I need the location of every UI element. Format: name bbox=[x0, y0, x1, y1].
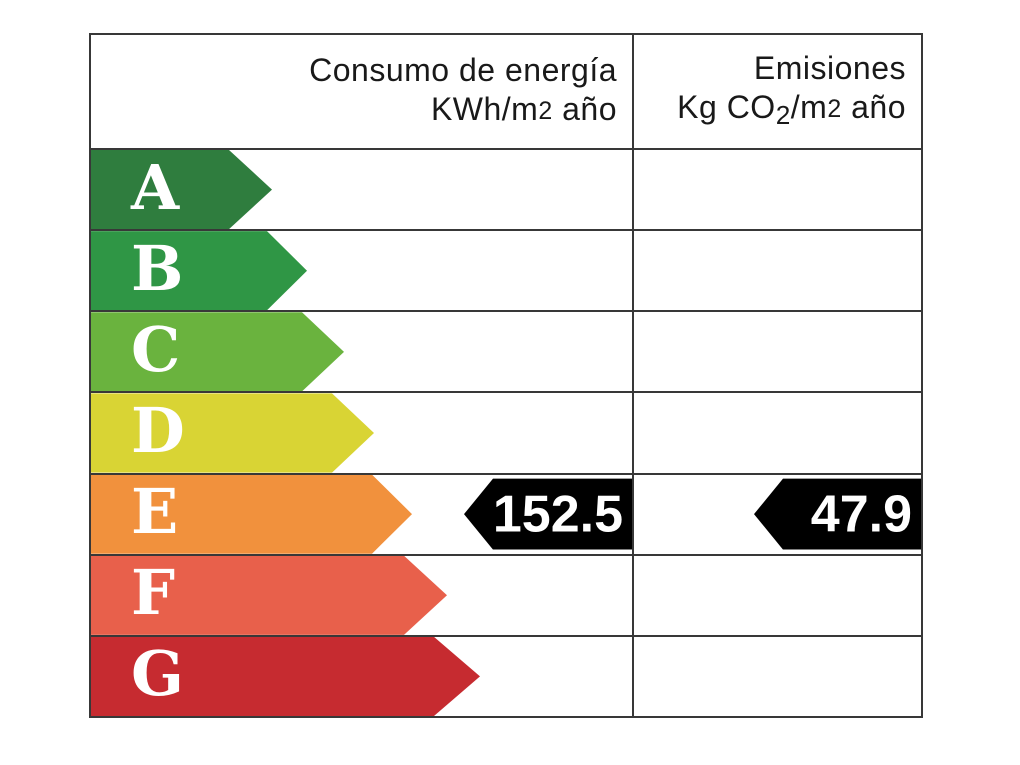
emissions-column-header: Emisiones Kg CO2/m2 año bbox=[634, 35, 921, 148]
emissions-cell bbox=[634, 637, 921, 716]
emissions-value: 47.9 bbox=[810, 485, 912, 544]
consumption-cell: E 152.5 bbox=[91, 474, 634, 554]
emissions-cell bbox=[634, 150, 921, 229]
rating-row-g: G bbox=[91, 636, 921, 716]
rating-letter: F bbox=[131, 556, 176, 630]
consumption-header-line2: KWh/m2 año bbox=[430, 91, 617, 128]
emissions-cell: 47.9 bbox=[634, 475, 921, 554]
m2-exponent: 2 bbox=[827, 94, 842, 123]
table-header: Consumo de energía KWh/m2 año Emisiones … bbox=[91, 35, 921, 150]
consumption-header-line1: Consumo de energía bbox=[309, 52, 617, 89]
rating-row-e: E 152.5 47.9 bbox=[91, 474, 921, 556]
rating-arrow-f: F bbox=[91, 556, 447, 635]
emissions-cell bbox=[634, 556, 921, 635]
rating-arrow-b: B bbox=[91, 231, 307, 310]
rating-letter: G bbox=[131, 637, 184, 711]
consumption-cell: C bbox=[91, 312, 634, 392]
rating-letter: D bbox=[131, 393, 185, 467]
rating-arrow-c: C bbox=[91, 312, 344, 391]
consumption-cell: G bbox=[91, 636, 634, 716]
consumption-cell: A bbox=[91, 150, 634, 230]
rating-letter: E bbox=[131, 475, 179, 549]
consumption-column-header: Consumo de energía KWh/m2 año bbox=[91, 35, 634, 148]
emissions-value-marker: 47.9 bbox=[754, 478, 921, 550]
energy-rating-table: Consumo de energía KWh/m2 año Emisiones … bbox=[89, 33, 923, 718]
rating-row-b: B bbox=[91, 231, 921, 313]
rating-row-d: D bbox=[91, 393, 921, 475]
emissions-header-line1: Emisiones bbox=[753, 49, 906, 86]
rating-letter: A bbox=[131, 150, 180, 224]
consumption-cell: F bbox=[91, 555, 634, 635]
emissions-cell bbox=[634, 393, 921, 472]
co2-subscript: 2 bbox=[775, 99, 791, 130]
m2-exponent: 2 bbox=[538, 97, 553, 126]
rating-arrow-a: A bbox=[91, 150, 272, 229]
emissions-cell bbox=[634, 231, 921, 310]
emissions-cell bbox=[634, 312, 921, 391]
emissions-header-line2: Kg CO2/m2 año bbox=[677, 88, 906, 130]
rating-row-f: F bbox=[91, 555, 921, 637]
rating-arrow-g: G bbox=[91, 637, 480, 716]
rating-rows: A B C D E 152 bbox=[91, 150, 921, 716]
rating-letter: C bbox=[131, 312, 181, 386]
rating-letter: B bbox=[131, 231, 184, 305]
rating-arrow-d: D bbox=[91, 393, 374, 472]
consumption-cell: B bbox=[91, 231, 634, 311]
consumption-value: 152.5 bbox=[492, 485, 623, 544]
rating-row-a: A bbox=[91, 150, 921, 232]
rating-row-c: C bbox=[91, 312, 921, 394]
consumption-cell: D bbox=[91, 393, 634, 473]
rating-arrow-e: E bbox=[91, 475, 412, 554]
consumption-value-marker: 152.5 bbox=[464, 478, 632, 550]
